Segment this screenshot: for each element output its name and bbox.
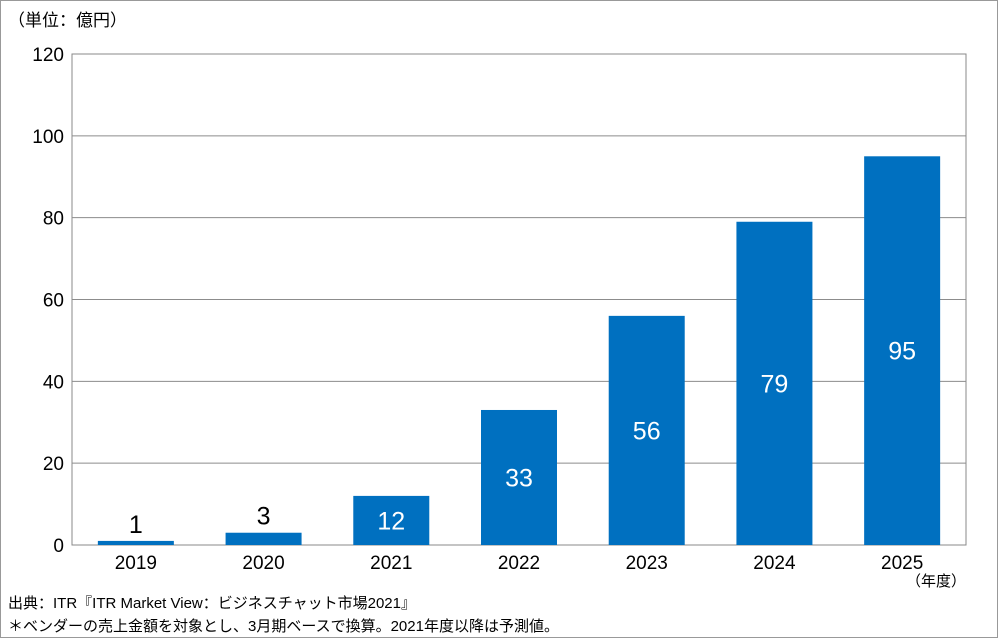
data-label: 3: [257, 503, 271, 531]
data-label: 33: [505, 464, 533, 492]
x-tick-label: 2024: [753, 553, 796, 574]
footnote: ＊ベンダーの売上金額を対象とし、3月期ベースで換算。2021年度以降は予測値。: [8, 618, 559, 635]
y-tick-label: 100: [32, 127, 64, 148]
bar: [736, 221, 813, 545]
bar: [225, 532, 302, 545]
bar: [608, 315, 685, 545]
y-tick-label: 120: [32, 45, 64, 66]
x-axis-ticks: 2019 2020 2021 2022 2023 2024 2025: [115, 553, 924, 574]
data-label: 79: [761, 370, 789, 398]
data-label: 1: [129, 511, 143, 539]
bars: [97, 156, 941, 545]
y-tick-label: 40: [43, 372, 64, 393]
bar: [97, 540, 174, 545]
y-axis-ticks: 0 20 40 60 80 100 120: [32, 45, 64, 557]
bar: [864, 156, 941, 545]
x-tick-label: 2022: [498, 553, 540, 574]
x-tick-label: 2025: [881, 553, 923, 574]
data-label: 95: [888, 338, 916, 366]
data-label: 12: [377, 507, 405, 535]
x-axis-unit-label: （年度）: [906, 573, 967, 590]
y-tick-label: 80: [43, 209, 64, 230]
source-caption: 出典：ITR『ITR Market View：ビジネスチャット市場2021』: [8, 595, 416, 612]
data-labels: 1 3 12 33 56 79 95: [129, 338, 916, 539]
bar: [481, 409, 557, 545]
gridlines: [72, 135, 966, 464]
x-tick-label: 2020: [242, 553, 284, 574]
y-tick-label: 0: [53, 536, 64, 557]
x-tick-label: 2023: [626, 553, 668, 574]
x-tick-label: 2019: [115, 553, 157, 574]
bar: [353, 495, 430, 545]
y-axis-unit-label: （単位：億円）: [8, 11, 127, 30]
y-tick-label: 60: [43, 291, 64, 312]
y-tick-label: 20: [43, 454, 64, 475]
data-label: 56: [633, 417, 661, 445]
x-tick-label: 2021: [370, 553, 412, 574]
